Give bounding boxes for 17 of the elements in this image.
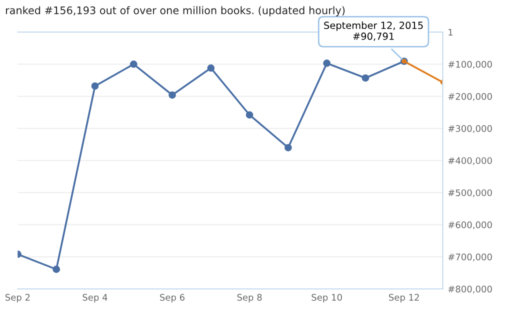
x-tick-label: Sep 4 (82, 294, 108, 302)
x-tick-label: Sep 8 (237, 294, 262, 302)
x-tick-label: Sep 10 (312, 294, 342, 302)
y-tick-label: #700,000 (448, 254, 492, 262)
chart-title: ranked #156,193 out of over one million books. (updated hourly) (6, 6, 345, 16)
y-tick-label: #100,000 (448, 60, 492, 69)
x-tick-label: Sep 2 (5, 294, 30, 302)
y-tick-label: #500,000 (448, 189, 492, 198)
x-tick-label: Sep 12 (389, 294, 419, 302)
annotation: September 12, 2015 #90,791 (324, 22, 423, 41)
y-tick-label: #200,000 (448, 93, 492, 101)
y-tick-label: #400,000 (448, 157, 492, 165)
y-tick-label: #800,000 (448, 286, 492, 294)
x-tick-label: Sep 6 (160, 294, 185, 302)
y-tick-label: 1 (448, 28, 453, 36)
y-tick-label: #600,000 (448, 221, 492, 230)
y-tick-label: #300,000 (448, 125, 492, 133)
